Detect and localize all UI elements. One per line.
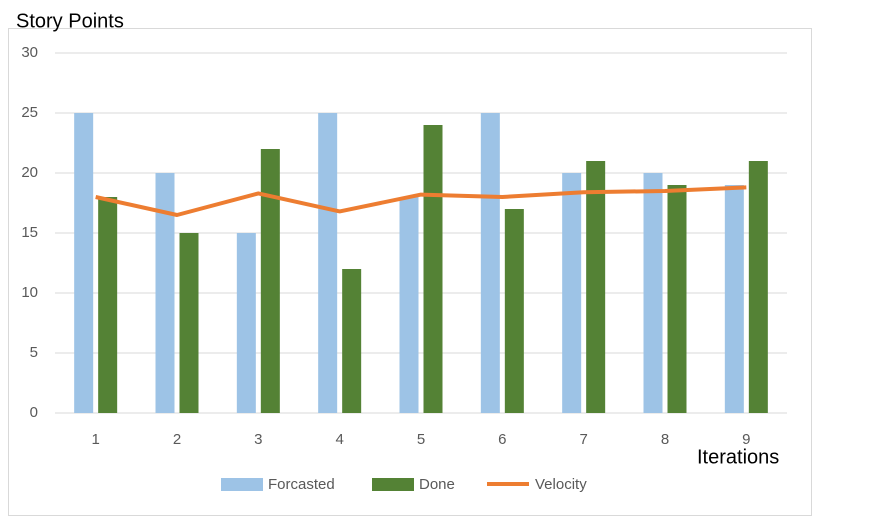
y-tick-label: 0 [30, 404, 38, 421]
bar [586, 161, 606, 413]
bar [179, 233, 199, 413]
x-tick-label: 3 [254, 431, 262, 448]
y-tick-label: 20 [21, 164, 38, 181]
y-tick-label: 30 [21, 44, 38, 61]
y-tick-label: 10 [21, 284, 38, 301]
bar [399, 197, 419, 413]
bar [480, 113, 500, 413]
bar [423, 125, 443, 413]
bar [748, 161, 768, 413]
bar [504, 209, 524, 413]
y-tick-label: 15 [21, 224, 38, 241]
y-axis-title: Story Points [16, 10, 124, 32]
y-tick-label: 25 [21, 104, 38, 121]
bar [342, 269, 362, 413]
x-tick-label: 7 [579, 431, 587, 448]
x-tick-label: 4 [335, 431, 343, 448]
x-tick-label: 9 [742, 431, 750, 448]
y-tick-label: 5 [30, 344, 38, 361]
bar [74, 113, 94, 413]
legend-swatch [221, 478, 263, 491]
bar [562, 173, 582, 413]
bar [643, 173, 663, 413]
bar [155, 173, 175, 413]
x-tick-label: 8 [661, 431, 669, 448]
x-tick-label: 2 [173, 431, 181, 448]
x-axis-title: Iterations [697, 446, 779, 468]
legend-label: Forcasted [268, 476, 335, 493]
x-tick-label: 5 [417, 431, 425, 448]
legend-swatch [372, 478, 414, 491]
bar [724, 185, 744, 413]
bar [98, 197, 118, 413]
bar [667, 185, 687, 413]
x-tick-label: 6 [498, 431, 506, 448]
bar [260, 149, 280, 413]
bar [318, 113, 338, 413]
x-tick-label: 1 [91, 431, 99, 448]
velocity-line [95, 185, 747, 217]
legend-label: Done [419, 476, 455, 493]
bar [236, 233, 256, 413]
legend-label: Velocity [535, 476, 587, 493]
